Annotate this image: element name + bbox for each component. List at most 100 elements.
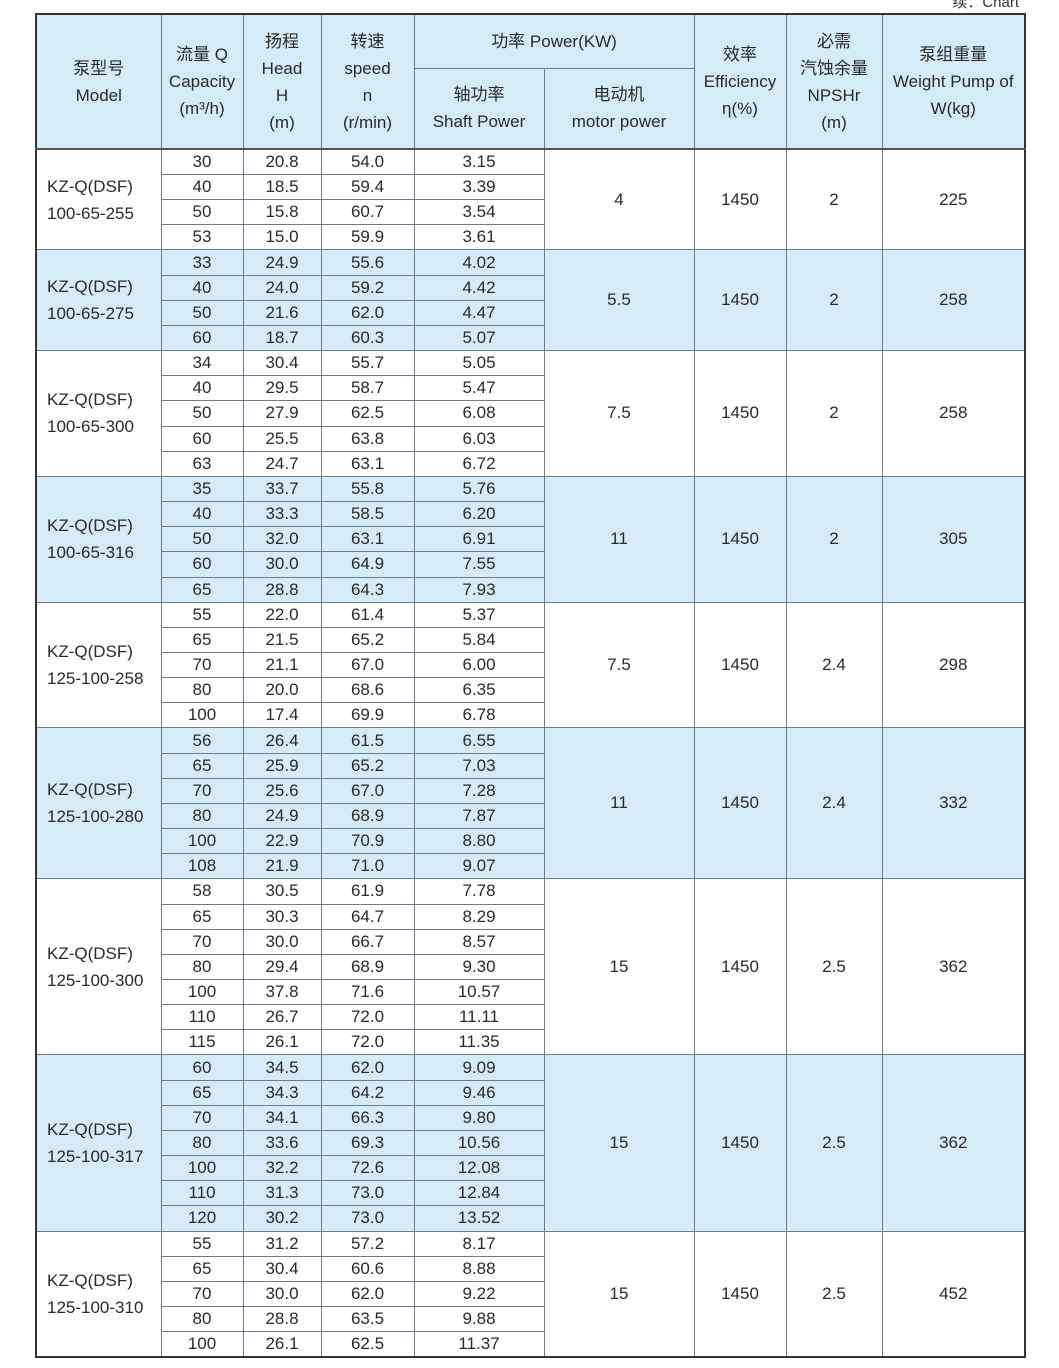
table-row: 80 28.8 63.5 9.88 [36, 1306, 1025, 1333]
pump-performance-table: 泵型号 Model 流量 Q Capacity (m³/h) 扬程 Head H (m) 转… [35, 13, 1026, 1359]
shaft-power-cell: 3.61 [413, 224, 545, 251]
capacity-cell: 60 [160, 425, 244, 452]
model-cell: KZ-Q(DSF) 125-100-317 [35, 1054, 162, 1232]
shaft-power-cell: 5.76 [413, 475, 545, 503]
shaft-power-cell: 8.88 [413, 1255, 545, 1282]
table-row: 65 25.9 65.2 7.03 [36, 752, 1025, 779]
table-row: 50 15.8 60.7 3.54 [36, 199, 1025, 226]
speed-cell: 54.0 [320, 148, 415, 175]
speed-cell: 72.0 [320, 1004, 415, 1031]
motor-power-cell: 7.5 [543, 601, 695, 729]
head-cell: 24.9 [242, 802, 322, 830]
table-row: KZ-Q(DSF) 100-65-275 33 24.9 55.6 4.02 5.5 1450… [35, 249, 1026, 352]
capacity-cell: 33 [160, 249, 244, 276]
head-cell: 15.0 [242, 224, 322, 251]
capacity-cell: 60 [160, 324, 244, 352]
weight-cell: 362 [881, 1054, 1026, 1232]
motor-power-cell: 15 [543, 1230, 695, 1358]
efficiency-cell: 1450 [693, 148, 787, 251]
head-cell: 30.0 [242, 1280, 322, 1308]
head-cell: 30.3 [242, 903, 322, 930]
table-row: 80 20.0 68.6 6.35 [36, 677, 1025, 704]
capacity-cell: 34 [160, 350, 244, 377]
head-cell: 20.8 [242, 148, 322, 175]
speed-cell: 63.5 [320, 1306, 415, 1333]
head-cell: 30.0 [242, 551, 322, 578]
motor-power-cell: 15 [543, 1054, 695, 1232]
shaft-power-cell: 8.29 [413, 903, 545, 930]
capacity-cell: 115 [160, 1029, 244, 1056]
shaft-power-cell: 13.52 [413, 1205, 545, 1232]
model-cell: KZ-Q(DSF) 100-65-300 [35, 350, 162, 477]
speed-cell: 65.2 [320, 626, 415, 653]
shaft-power-cell: 9.30 [413, 953, 545, 981]
shaft-power-cell: 5.47 [413, 375, 545, 402]
capacity-cell: 65 [160, 626, 244, 653]
capacity-cell: 110 [160, 1004, 244, 1031]
shaft-power-cell: 10.56 [413, 1129, 545, 1157]
speed-cell: 60.7 [320, 199, 415, 226]
table-row: 120 30.2 73.0 13.52 [36, 1205, 1025, 1232]
model-cell: KZ-Q(DSF) 125-100-300 [35, 878, 162, 1056]
model-number: 125-100-300 [47, 970, 144, 990]
capacity-cell: 80 [160, 1306, 244, 1333]
weight-cell: 305 [881, 475, 1026, 603]
capacity-cell: 100 [160, 828, 244, 855]
capacity-cell: 70 [160, 1104, 244, 1131]
head-cell: 34.5 [242, 1054, 322, 1081]
shaft-power-cell: 5.84 [413, 626, 545, 653]
weight-cell: 362 [881, 878, 1026, 1056]
speed-cell: 69.3 [320, 1129, 415, 1157]
shaft-power-cell: 9.07 [413, 853, 545, 880]
shaft-power-cell: 7.28 [413, 777, 545, 804]
model-series: KZ-Q(DSF) [47, 390, 133, 410]
weight-cell: 298 [881, 601, 1026, 729]
head-cell: 34.1 [242, 1104, 322, 1131]
head-cell: 21.1 [242, 651, 322, 679]
table-row: 100 17.4 69.9 6.78 [36, 702, 1025, 729]
head-cell: 18.5 [242, 173, 322, 201]
shaft-power-cell: 6.55 [413, 727, 545, 754]
shaft-power-cell: 12.84 [413, 1180, 545, 1207]
model-series: KZ-Q(DSF) [47, 277, 133, 297]
head-cell: 27.9 [242, 400, 322, 427]
shaft-power-cell: 9.46 [413, 1079, 545, 1106]
model-cell: KZ-Q(DSF) 125-100-310 [35, 1230, 162, 1358]
capacity-cell: 70 [160, 1280, 244, 1308]
head-cell: 15.8 [242, 199, 322, 226]
shaft-power-cell: 6.91 [413, 526, 545, 553]
weight-cell: 332 [881, 727, 1026, 880]
shaft-power-cell: 6.78 [413, 702, 545, 729]
header-weight: 泵组重量 Weight Pump of W(kg) [881, 13, 1026, 150]
head-cell: 24.9 [242, 249, 322, 276]
speed-cell: 69.9 [320, 702, 415, 729]
shaft-power-cell: 9.09 [413, 1054, 545, 1081]
model-cell: KZ-Q(DSF) 125-100-258 [35, 601, 162, 729]
table-row: 63 24.7 63.1 6.72 [36, 450, 1025, 477]
table-row: KZ-Q(DSF) 125-100-317 60 34.5 62.0 9.09 15 1450… [35, 1054, 1026, 1232]
head-cell: 26.1 [242, 1029, 322, 1056]
header-motor-power: 电动机 motor power [543, 67, 695, 150]
speed-cell: 58.5 [320, 501, 415, 528]
shaft-power-cell: 3.39 [413, 173, 545, 201]
capacity-cell: 100 [160, 1155, 244, 1182]
motor-power-cell: 11 [543, 727, 695, 880]
table-row: 70 30.0 62.0 9.22 [36, 1280, 1025, 1308]
capacity-cell: 120 [160, 1205, 244, 1232]
capacity-cell: 53 [160, 224, 244, 251]
capacity-cell: 100 [160, 1331, 244, 1358]
capacity-cell: 63 [160, 450, 244, 477]
capacity-cell: 110 [160, 1180, 244, 1207]
head-cell: 22.0 [242, 601, 322, 628]
header-efficiency: 效率 Efficiency η(%) [693, 13, 787, 150]
capacity-cell: 35 [160, 475, 244, 503]
shaft-power-cell: 6.20 [413, 501, 545, 528]
capacity-cell: 58 [160, 878, 244, 905]
table-row: 110 31.3 73.0 12.84 [36, 1180, 1025, 1207]
npshr-cell: 2.4 [785, 601, 883, 729]
speed-cell: 73.0 [320, 1205, 415, 1232]
shaft-power-cell: 7.03 [413, 752, 545, 779]
head-cell: 33.7 [242, 475, 322, 503]
speed-cell: 62.0 [320, 1054, 415, 1081]
speed-cell: 55.6 [320, 249, 415, 276]
